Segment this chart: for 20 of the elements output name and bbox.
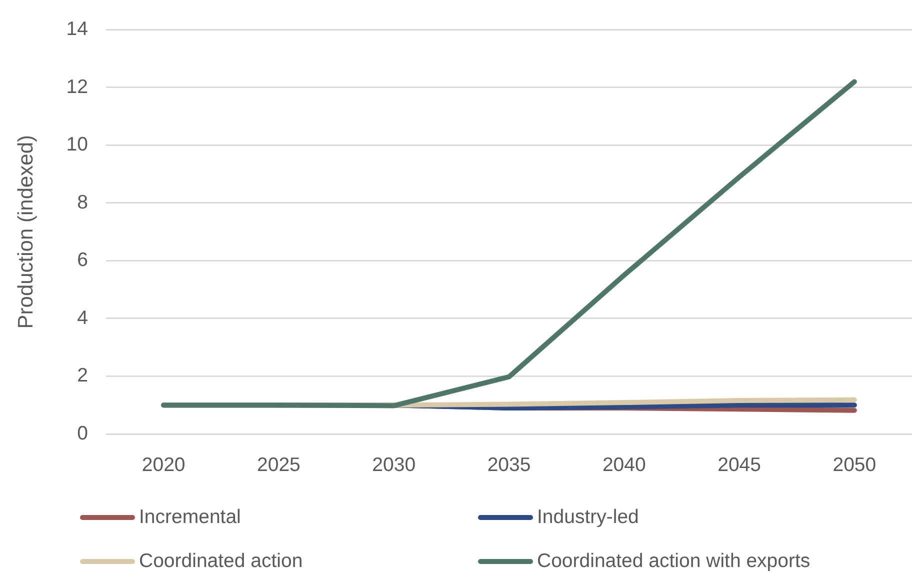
y-tick-label: 10 bbox=[66, 134, 88, 156]
x-tick-label: 2020 bbox=[142, 454, 186, 476]
x-tick-label: 2040 bbox=[602, 454, 646, 476]
legend-label: Incremental bbox=[139, 506, 241, 528]
y-axis-title: Production (indexed) bbox=[14, 134, 38, 329]
x-tick-label: 2045 bbox=[718, 454, 762, 476]
y-tick-label: 8 bbox=[77, 191, 88, 214]
y-tick-label: 12 bbox=[66, 76, 88, 98]
legend-label: Coordinated action with exports bbox=[537, 550, 810, 572]
x-tick-label: 2025 bbox=[257, 454, 301, 476]
y-tick-label: 0 bbox=[77, 422, 88, 444]
x-tick-label: 2035 bbox=[487, 454, 531, 476]
y-tick-label: 6 bbox=[77, 249, 88, 272]
legend-label: Industry-led bbox=[537, 506, 639, 528]
y-tick-label: 14 bbox=[66, 18, 88, 40]
legend-label: Coordinated action bbox=[139, 550, 303, 572]
x-tick-label: 2030 bbox=[372, 454, 416, 476]
y-tick-label: 4 bbox=[77, 306, 88, 329]
x-tick-label: 2050 bbox=[832, 454, 876, 476]
y-tick-label: 2 bbox=[77, 364, 88, 387]
